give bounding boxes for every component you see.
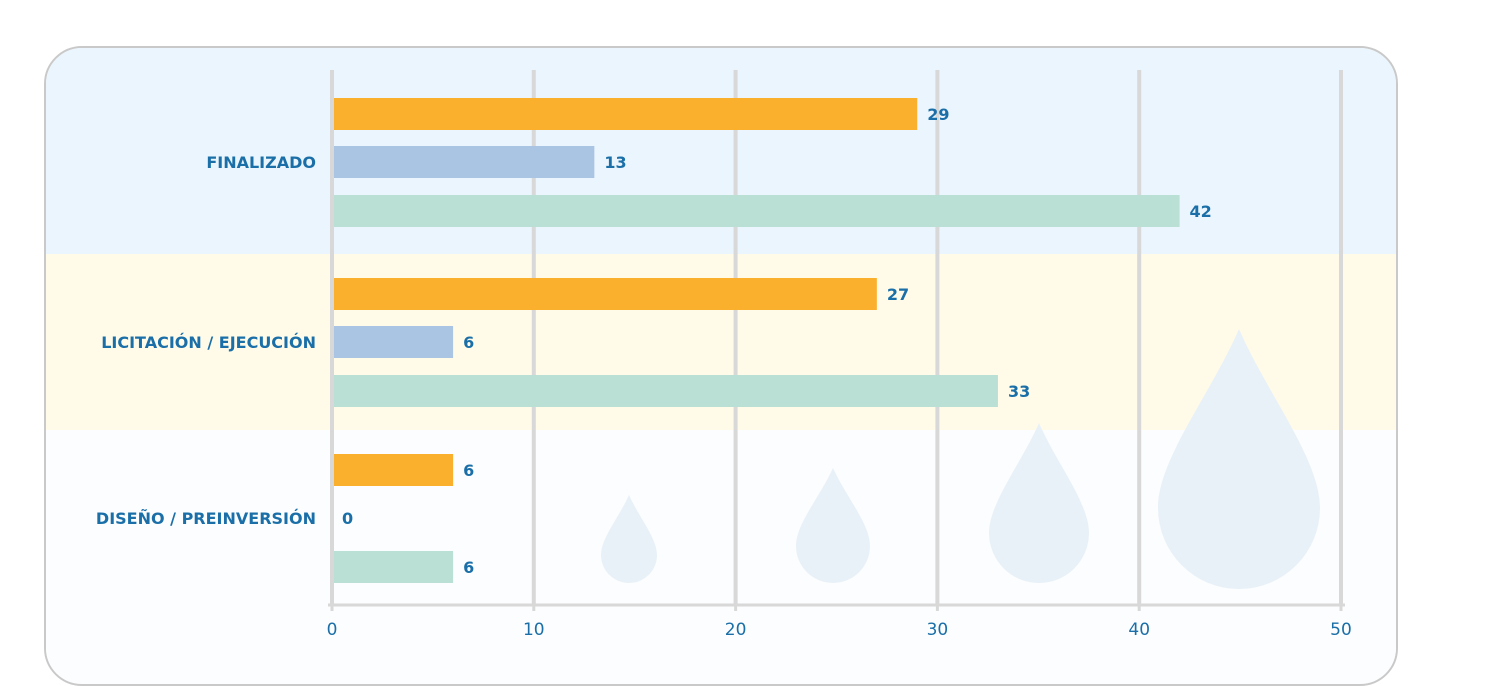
category-label: FINALIZADO [206,153,316,172]
bar [334,454,454,486]
chart-card: 0 10 20 30 40 50 FINALIZADO 29 13 42 LICITACIÓN / … [44,46,1398,686]
bar-value-label: 0 [342,509,353,528]
bar [334,278,877,310]
water-drop-icon [796,468,870,583]
bar-value-label: 29 [927,105,949,124]
bar-value-label: 27 [887,285,909,304]
bar [334,551,454,583]
bar [334,375,998,407]
x-tick-label: 10 [523,620,545,640]
category-label: DISEÑO / PREINVERSIÓN [96,509,316,528]
water-drop-icon [1158,329,1320,589]
bar-value-label: 6 [463,333,474,352]
bar [334,326,454,358]
bar [334,146,595,178]
bar-value-label: 33 [1008,382,1030,401]
bar [334,195,1180,227]
chart-svg: 0 10 20 30 40 50 FINALIZADO 29 13 42 LICITACIÓN / … [46,48,1396,678]
bar [334,98,918,130]
x-tick-label: 20 [725,620,747,640]
x-tick-label: 40 [1128,620,1150,640]
water-drop-icon [601,495,657,583]
bar-value-label: 6 [463,461,474,480]
x-tick-label: 30 [927,620,949,640]
bar-value-label: 42 [1190,202,1212,221]
water-drop-icon [989,423,1089,583]
x-tick-label: 50 [1330,620,1352,640]
x-tick-label: 0 [327,620,338,640]
category-label: LICITACIÓN / EJECUCIÓN [101,333,316,352]
bar-value-label: 6 [463,558,474,577]
bar-value-label: 13 [604,153,626,172]
